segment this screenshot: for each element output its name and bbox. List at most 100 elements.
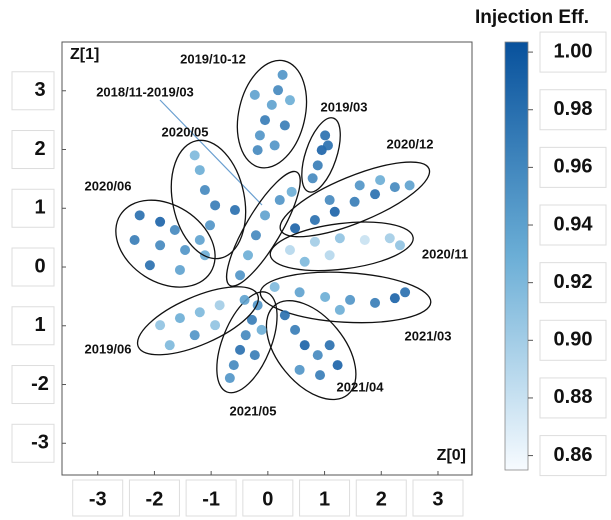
- point: [129, 234, 140, 245]
- y-tick-label: -2: [31, 373, 49, 395]
- point: [254, 130, 265, 141]
- cluster-label: 2021/03: [405, 328, 452, 343]
- colorbar-tick-label: 0.86: [554, 444, 593, 466]
- cluster-outline: [301, 117, 341, 193]
- point: [249, 350, 260, 361]
- point: [260, 115, 271, 126]
- y-tick-label: 3: [34, 79, 45, 101]
- cluster-label: 2021/04: [337, 379, 385, 394]
- tick-box: [11, 130, 55, 170]
- cluster-label: 2018/11-2019/03: [96, 84, 194, 99]
- point: [334, 304, 345, 315]
- colorbar-tick-label: 1.00: [554, 40, 593, 62]
- x-tick-label: 2: [376, 488, 387, 510]
- x-tick-label: 0: [262, 488, 273, 510]
- cluster-outline: [236, 59, 308, 169]
- colorbar: [504, 41, 529, 471]
- point: [240, 330, 251, 341]
- point: [134, 210, 145, 221]
- x-tick-label: -2: [146, 488, 164, 510]
- colorbar-tick-label: 0.98: [554, 98, 593, 120]
- point: [320, 130, 331, 141]
- point: [144, 260, 155, 271]
- colorbar-tick-label: 0.96: [554, 156, 593, 178]
- tick-box: [72, 479, 124, 517]
- tick-box: [11, 423, 55, 463]
- tick-box: [539, 146, 607, 188]
- point: [224, 373, 235, 384]
- cluster-label: 2020/05: [162, 124, 209, 139]
- y-tick-label: 1: [34, 314, 45, 336]
- point: [214, 300, 225, 311]
- point: [174, 264, 185, 275]
- point: [345, 294, 356, 305]
- point: [375, 175, 386, 186]
- cluster-outline: [170, 139, 247, 260]
- point: [332, 360, 343, 371]
- point: [210, 200, 221, 211]
- cluster-outline: [115, 199, 216, 288]
- point: [324, 340, 335, 351]
- point: [320, 291, 331, 302]
- cluster-outline: [279, 161, 431, 238]
- point: [180, 244, 191, 255]
- point: [277, 69, 288, 80]
- point: [252, 145, 263, 156]
- point: [329, 206, 340, 217]
- cluster-outline: [265, 300, 357, 401]
- point: [189, 330, 200, 341]
- point: [324, 195, 335, 206]
- tick-box: [412, 479, 464, 517]
- point: [290, 324, 301, 335]
- point: [269, 140, 280, 151]
- cluster-label: 2020/06: [85, 178, 132, 193]
- cluster-outline: [225, 170, 301, 287]
- point: [229, 205, 240, 216]
- point: [274, 195, 285, 206]
- point: [309, 236, 320, 247]
- point: [235, 270, 246, 281]
- point: [279, 310, 290, 321]
- colorbar-tick-label: 0.90: [554, 329, 593, 351]
- point: [307, 173, 318, 184]
- cluster-label: 2019/03: [321, 99, 368, 114]
- point: [174, 313, 185, 324]
- x-axis-label: Z[0]: [437, 447, 466, 464]
- y-tick-label: 1: [34, 197, 45, 219]
- y-tick-label: 0: [34, 255, 45, 277]
- point: [309, 215, 320, 226]
- point: [189, 150, 200, 161]
- cluster-label: 2019/10-12: [180, 51, 246, 66]
- colorbar-title: Injection Eff.: [475, 7, 589, 28]
- point: [249, 89, 260, 100]
- tick-box: [185, 479, 237, 517]
- point: [394, 240, 405, 251]
- point: [239, 294, 250, 305]
- colorbar-tick-label: 0.94: [554, 213, 594, 235]
- point: [273, 85, 284, 96]
- point: [235, 344, 246, 355]
- tick-box: [11, 365, 55, 405]
- y-tick-label: -3: [31, 432, 49, 454]
- point: [384, 233, 395, 244]
- cluster-outline: [136, 286, 260, 356]
- point: [205, 220, 216, 231]
- point: [400, 287, 411, 298]
- point: [194, 234, 205, 245]
- point: [389, 293, 400, 304]
- point: [243, 250, 254, 261]
- point: [349, 196, 360, 207]
- point: [194, 307, 205, 318]
- point: [260, 210, 271, 221]
- point: [155, 320, 166, 331]
- tick-box: [128, 479, 180, 517]
- point: [250, 230, 261, 241]
- point: [294, 287, 305, 298]
- tick-box: [299, 479, 351, 517]
- point: [290, 223, 301, 234]
- y-tick-label: 2: [34, 138, 45, 160]
- point: [210, 320, 221, 331]
- cluster-label: 2019/06: [85, 341, 132, 356]
- tick-box: [355, 479, 407, 517]
